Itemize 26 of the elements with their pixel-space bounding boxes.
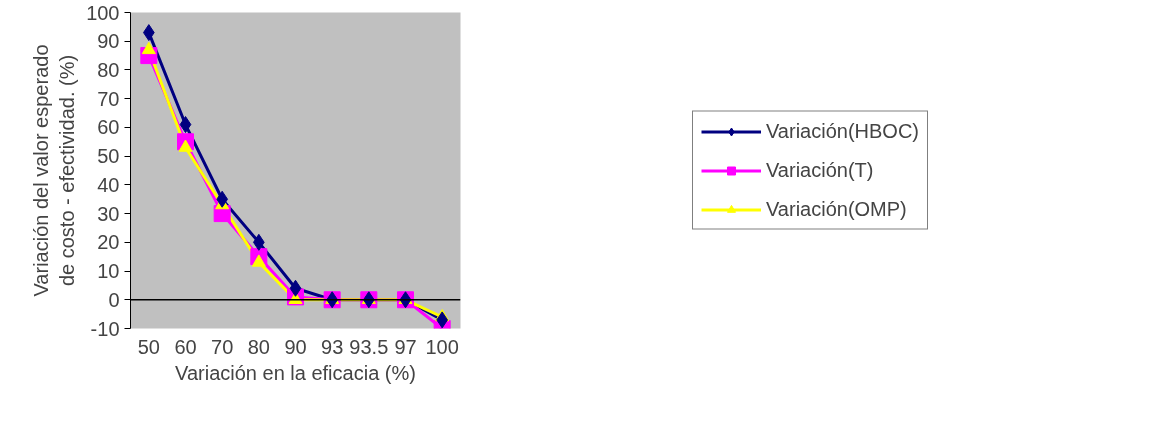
legend-label: Variación(T): [766, 158, 874, 182]
x-tick-label: 90: [284, 335, 307, 358]
legend-label: Variación(HBOC): [766, 119, 919, 143]
y-tick-label: 0: [108, 288, 120, 311]
y-tick-label: 10: [97, 260, 120, 283]
y-tick-label: 70: [97, 87, 120, 110]
x-tick-label: 60: [174, 335, 197, 358]
y-tick-label: 90: [97, 30, 120, 53]
x-tick-label: 93: [321, 335, 344, 358]
y-tick-label: 20: [97, 231, 120, 254]
x-tick-label: 50: [137, 335, 160, 358]
y-tick-label: 60: [97, 116, 120, 139]
legend-label: Variación(OMP): [766, 197, 907, 221]
y-axis-title: Variación del valor esperado de costo - efectividad. (%): [29, 44, 79, 297]
x-axis-title: Variación en la eficacia (%): [175, 361, 416, 384]
y-tick-label: 80: [97, 58, 120, 81]
x-tick-label: 97: [394, 335, 417, 358]
y-tick-label: -10: [90, 317, 120, 340]
x-tick-label: 100: [425, 335, 459, 358]
y-tick-label: 40: [97, 173, 120, 196]
x-tick-label: 80: [247, 335, 270, 358]
y-tick-label: 100: [86, 1, 120, 24]
x-tick-label: 93.5: [349, 335, 389, 358]
y-tick-label: 30: [97, 202, 120, 225]
y-tick-label: 50: [97, 145, 120, 168]
x-tick-label: 70: [211, 335, 234, 358]
